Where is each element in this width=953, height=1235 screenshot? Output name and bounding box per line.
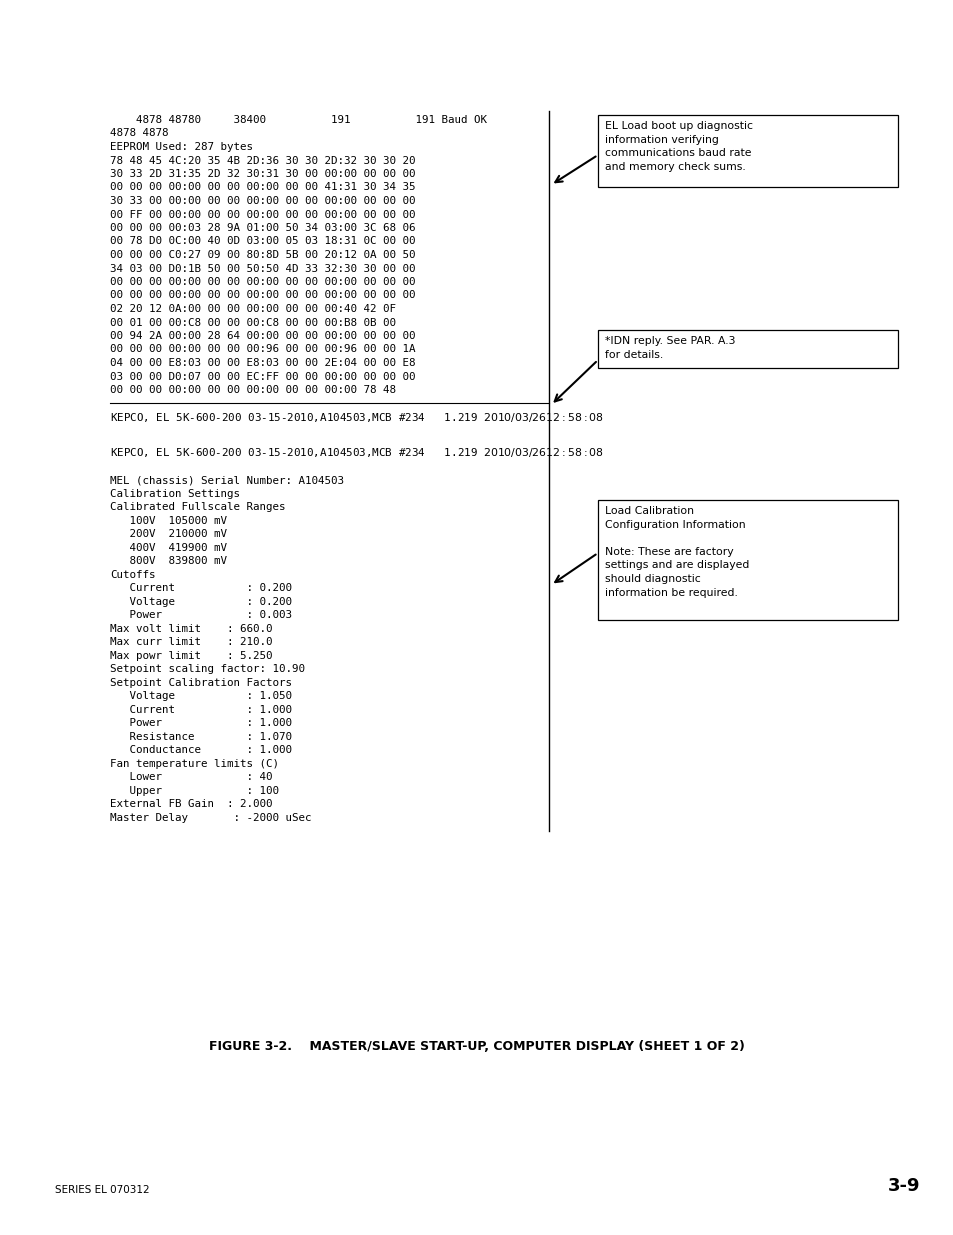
Text: 00 00 00 00:03 28 9A 01:00 50 34 03:00 3C 68 06: 00 00 00 00:03 28 9A 01:00 50 34 03:00 3… [110,224,416,233]
Text: Max volt limit    : 660.0: Max volt limit : 660.0 [110,624,273,634]
Text: Power             : 1.000: Power : 1.000 [110,719,292,729]
Text: Current           : 1.000: Current : 1.000 [110,705,292,715]
Text: Setpoint scaling factor: 10.90: Setpoint scaling factor: 10.90 [110,664,305,674]
Text: 03 00 00 D0:07 00 00 EC:FF 00 00 00:00 00 00 00: 03 00 00 D0:07 00 00 EC:FF 00 00 00:00 0… [110,372,416,382]
Text: 4878 4878: 4878 4878 [110,128,169,138]
Text: Fan temperature limits (C): Fan temperature limits (C) [110,758,278,769]
Text: Resistance        : 1.070: Resistance : 1.070 [110,732,292,742]
Bar [598,500,897,620]
Text: 00 00 00 00:00 00 00 00:00 00 00 00:00 78 48: 00 00 00 00:00 00 00 00:00 00 00 00:00 7… [110,385,395,395]
Text: 400V  419900 mV: 400V 419900 mV [110,543,227,553]
Text: Max curr limit    : 210.0: Max curr limit : 210.0 [110,637,273,647]
Text: Lower             : 40: Lower : 40 [110,772,273,782]
Text: 30 33 00 00:00 00 00 00:00 00 00 00:00 00 00 00: 30 33 00 00:00 00 00 00:00 00 00 00:00 0… [110,196,416,206]
Text: 00 00 00 00:00 00 00 00:00 00 00 00:00 00 00 00: 00 00 00 00:00 00 00 00:00 00 00 00:00 0… [110,277,416,287]
Text: 4878 48780     38400          191          191 Baud OK: 4878 48780 38400 191 191 Baud OK [110,115,486,125]
Text: KEPCO, EL 5K-600-200 03-15-2010,A104503,MCB #234   1.219 $ 2010/03/26 12:58:08 $: KEPCO, EL 5K-600-200 03-15-2010,A104503,… [110,410,603,424]
Text: 00 78 D0 0C:00 40 0D 03:00 05 03 18:31 0C 00 00: 00 78 D0 0C:00 40 0D 03:00 05 03 18:31 0… [110,236,416,247]
Text: Max powr limit    : 5.250: Max powr limit : 5.250 [110,651,273,661]
Text: 00 01 00 00:C8 00 00 00:C8 00 00 00:B8 0B 00: 00 01 00 00:C8 00 00 00:C8 00 00 00:B8 0… [110,317,395,327]
Text: External FB Gain  : 2.000: External FB Gain : 2.000 [110,799,273,809]
Text: 800V  839800 mV: 800V 839800 mV [110,556,227,567]
Text: 04 00 00 E8:03 00 00 E8:03 00 00 2E:04 00 00 E8: 04 00 00 E8:03 00 00 E8:03 00 00 2E:04 0… [110,358,416,368]
Text: Calibration Settings: Calibration Settings [110,489,240,499]
Text: 200V  210000 mV: 200V 210000 mV [110,530,227,540]
Text: 00 FF 00 00:00 00 00 00:00 00 00 00:00 00 00 00: 00 FF 00 00:00 00 00 00:00 00 00 00:00 0… [110,210,416,220]
Text: Calibrated Fullscale Ranges: Calibrated Fullscale Ranges [110,503,285,513]
Text: Current           : 0.200: Current : 0.200 [110,583,292,593]
Text: 02 20 12 0A:00 00 00 00:00 00 00 00:40 42 0F: 02 20 12 0A:00 00 00 00:00 00 00 00:40 4… [110,304,395,314]
Text: 3-9: 3-9 [886,1177,919,1195]
Text: Master Delay       : -2000 uSec: Master Delay : -2000 uSec [110,813,312,823]
Text: 00 00 00 C0:27 09 00 80:8D 5B 00 20:12 0A 00 50: 00 00 00 C0:27 09 00 80:8D 5B 00 20:12 0… [110,249,416,261]
Bar [598,115,897,186]
Text: Voltage           : 1.050: Voltage : 1.050 [110,692,292,701]
Bar [598,330,897,368]
Text: FIGURE 3-2.    MASTER/SLAVE START-UP, COMPUTER DISPLAY (SHEET 1 OF 2): FIGURE 3-2. MASTER/SLAVE START-UP, COMPU… [209,1040,744,1053]
Text: Setpoint Calibration Factors: Setpoint Calibration Factors [110,678,292,688]
Text: 00 00 00 00:00 00 00 00:00 00 00 41:31 30 34 35: 00 00 00 00:00 00 00 00:00 00 00 41:31 3… [110,183,416,193]
Text: SERIES EL 070312: SERIES EL 070312 [55,1186,150,1195]
Text: Upper             : 100: Upper : 100 [110,785,278,795]
Text: 00 00 00 00:00 00 00 00:00 00 00 00:00 00 00 00: 00 00 00 00:00 00 00 00:00 00 00 00:00 0… [110,290,416,300]
Text: 00 94 2A 00:00 28 64 00:00 00 00 00:00 00 00 00: 00 94 2A 00:00 28 64 00:00 00 00 00:00 0… [110,331,416,341]
Text: Voltage           : 0.200: Voltage : 0.200 [110,597,292,606]
Text: Power             : 0.003: Power : 0.003 [110,610,292,620]
Text: Load Calibration
Configuration Information

Note: These are factory
settings and: Load Calibration Configuration Informati… [604,506,749,598]
Text: *IDN reply. See PAR. A.3
for details.: *IDN reply. See PAR. A.3 for details. [604,336,735,359]
Text: 00 00 00 00:00 00 00 00:96 00 00 00:96 00 00 1A: 00 00 00 00:00 00 00 00:96 00 00 00:96 0… [110,345,416,354]
Text: 100V  105000 mV: 100V 105000 mV [110,516,227,526]
Text: Cutoffs: Cutoffs [110,569,155,579]
Text: 78 48 45 4C:20 35 4B 2D:36 30 30 2D:32 30 30 20: 78 48 45 4C:20 35 4B 2D:36 30 30 2D:32 3… [110,156,416,165]
Text: KEPCO, EL 5K-600-200 03-15-2010,A104503,MCB #234   1.219 $ 2010/03/26 12:58:08 $: KEPCO, EL 5K-600-200 03-15-2010,A104503,… [110,446,603,458]
Text: 30 33 2D 31:35 2D 32 30:31 30 00 00:00 00 00 00: 30 33 2D 31:35 2D 32 30:31 30 00 00:00 0… [110,169,416,179]
Text: Conductance       : 1.000: Conductance : 1.000 [110,745,292,756]
Text: EL Load boot up diagnostic
information verifying
communications baud rate
and me: EL Load boot up diagnostic information v… [604,121,752,172]
Text: 34 03 00 D0:1B 50 00 50:50 4D 33 32:30 30 00 00: 34 03 00 D0:1B 50 00 50:50 4D 33 32:30 3… [110,263,416,273]
Text: MEL (chassis) Serial Number: A104503: MEL (chassis) Serial Number: A104503 [110,475,344,485]
Text: EEPROM Used: 287 bytes: EEPROM Used: 287 bytes [110,142,253,152]
